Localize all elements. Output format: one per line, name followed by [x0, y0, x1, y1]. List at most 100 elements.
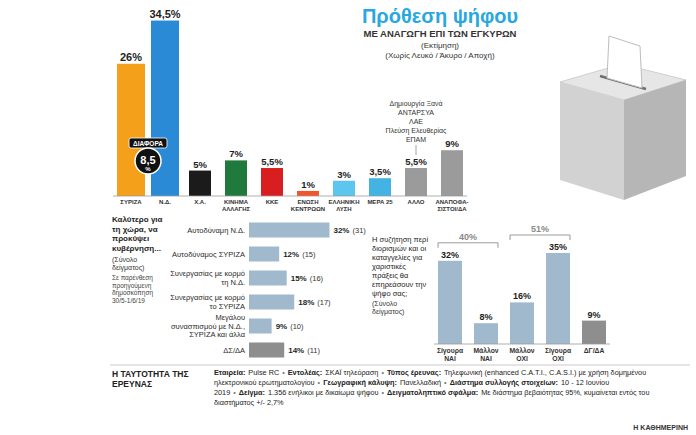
footer-key: Διάστημα συλλογής στοιχείων: [450, 378, 558, 387]
text-line: προκύψει [112, 234, 149, 243]
bar [369, 178, 391, 196]
previous-label: (11) [307, 346, 320, 355]
ballot-box [560, 36, 686, 200]
text-line: ΝΑΙ [444, 355, 456, 362]
text-line: 3% [337, 169, 351, 180]
text-line: πράξεις θα [372, 271, 409, 280]
text-line: ΛΑΕ [409, 118, 423, 125]
text-line: ΑΝΑΠΟΦΑ- [435, 199, 468, 205]
text-line: ΔΓ/ΔΑ [584, 347, 605, 354]
text-line: 30/5-1/6/19 [112, 297, 145, 304]
baseline [113, 196, 467, 197]
data-label: 9% [587, 310, 600, 320]
text-line: Σίγουρα [437, 347, 464, 355]
text-line: καταγγελίες για [372, 253, 423, 262]
text-line: ΑΝΤΑΡΣΥΑ [398, 109, 434, 116]
text-line: Σε παρένθεση [112, 274, 153, 282]
text-line: Πρόθεση ψήφου [362, 5, 518, 27]
category-label: ΔΣ/ΔΑ [223, 346, 245, 355]
text-line: (Σύνολο [112, 256, 137, 264]
text-line: 9% [276, 322, 288, 331]
text-line: (31) [352, 226, 366, 235]
text-line: Η συζήτηση περί [372, 235, 428, 244]
previous-label: (10) [290, 322, 304, 331]
data-label: 9% [276, 322, 288, 331]
category-label: Μεγάλουσυνασπισμού με Ν.Δ.,ΣΥΡΙΖΑ και άλ… [171, 313, 246, 339]
data-label: 15% [291, 274, 307, 283]
category-label: ΣίγουραΝΑΙ [437, 347, 464, 362]
category-label: ΕΛΛΗΝΙΚΗΛΥΣΗ [328, 199, 359, 212]
previous-label: (15) [302, 250, 316, 259]
bar [510, 302, 534, 344]
text-line: 8% [479, 312, 492, 322]
text-line: 3,5% [369, 166, 391, 177]
previous-label: (16) [310, 274, 324, 283]
text-line: ΣΥΡΙΖΑ και άλλα [189, 330, 245, 339]
title: Πρόθεση ψήφου [362, 5, 518, 27]
data-label: 3% [337, 169, 351, 180]
connector [416, 145, 417, 155]
text-line: Αυτοδύναμη Ν.Δ. [187, 226, 245, 235]
text-line: 8,5 [140, 154, 155, 166]
subtitle: ΜΕ ΑΝΑΓΩΓΗ ΕΠΙ ΤΩΝ ΕΓΚΥΡΩΝ [364, 28, 517, 39]
text-line: προηγούμενη [112, 282, 152, 290]
data-label: 3,5% [369, 166, 391, 177]
other-party: Πλεύση Ελευθερίας [386, 127, 447, 135]
text-line: 12% [283, 250, 299, 259]
text-line: Αυτοδύναμος ΣΥΡΙΖΑ [172, 250, 245, 259]
bar [474, 323, 498, 344]
subtitle: (Σύνολοδείγματος) [372, 300, 404, 316]
difference-unit: % [145, 166, 151, 172]
text-line: Μάλλον [509, 347, 534, 354]
separator: • [379, 388, 388, 397]
bar [297, 191, 319, 196]
category-label: ΜάλλονΝΑΙ [473, 347, 498, 362]
difference-tag [129, 138, 167, 148]
text-line: ΣΙΣΤΟΙ/ΔΑ [437, 206, 467, 212]
divider [110, 365, 690, 366]
data-label: 32% [441, 250, 459, 260]
text-line: Σίγουρα [545, 347, 572, 355]
text-line: ΚΚΕ [266, 199, 279, 205]
text-line: Δημιουργία Ξανά [389, 100, 442, 108]
text-line: ψήφο σας; [372, 289, 407, 298]
note: Σε παρένθεσηπροηγούμενηδημοσκόπηση30/5-1… [112, 274, 153, 304]
text-line: Χ.Α. [194, 199, 206, 205]
text-line: χαριστικές [372, 262, 406, 271]
text-line: ΟΧΙ [516, 355, 528, 362]
text-line: ΔΣ/ΔΑ [223, 346, 245, 355]
footer-key: Δειγματοληπτικό σφάλμα: [387, 388, 478, 397]
data-label: 12% [283, 250, 299, 259]
category-label: ΔΓ/ΔΑ [584, 347, 605, 354]
text-line: 35% [549, 242, 567, 252]
difference-value: 8,5 [140, 154, 155, 166]
footer-key: Δείγμα: [239, 388, 265, 397]
box-front [560, 82, 624, 200]
separator: • [378, 368, 387, 377]
text-line: το ΣΥΡΙΖΑ [210, 302, 245, 311]
text-line: 40% [459, 232, 477, 242]
text-line: ΜΕ ΑΝΑΓΩΓΗ ΕΠΙ ΤΩΝ ΕΓΚΥΡΩΝ [364, 28, 517, 39]
text-line: 5,5% [261, 156, 283, 167]
category-label: ΣίγουραΟΧΙ [545, 347, 572, 362]
group-bracket [510, 235, 570, 240]
separator: • [279, 368, 288, 377]
text-line: (Εκτίμηση) [421, 41, 459, 50]
data-label: 32% [333, 226, 349, 235]
category-label: Συνεργασίας με κορμότο ΣΥΡΙΖΑ [170, 293, 245, 310]
category-label: Χ.Α. [194, 199, 206, 205]
question: Η συζήτηση περίδιορισμών και οικαταγγελί… [372, 235, 428, 298]
question: Καλύτερο γιατη χώρα, ναπροκύψεικυβέρνηση… [112, 215, 163, 253]
data-label: 35% [549, 242, 567, 252]
bar [582, 321, 606, 344]
group-label: 40% [459, 232, 477, 242]
data-label: 5,5% [405, 156, 427, 167]
text-line: ΕΝΩΣΗ [297, 199, 318, 205]
category-label: ΚΙΝΗΜΑΑΛΛΑΓΗΣ [222, 199, 251, 212]
text-line: 1% [301, 179, 315, 190]
text-line: 34,5% [149, 8, 180, 20]
text-line: ΚΙΝΗΜΑ [224, 199, 249, 205]
category-label: Αυτοδύναμη Ν.Δ. [187, 226, 245, 235]
bars [438, 253, 606, 344]
text-line: (11) [307, 346, 320, 355]
